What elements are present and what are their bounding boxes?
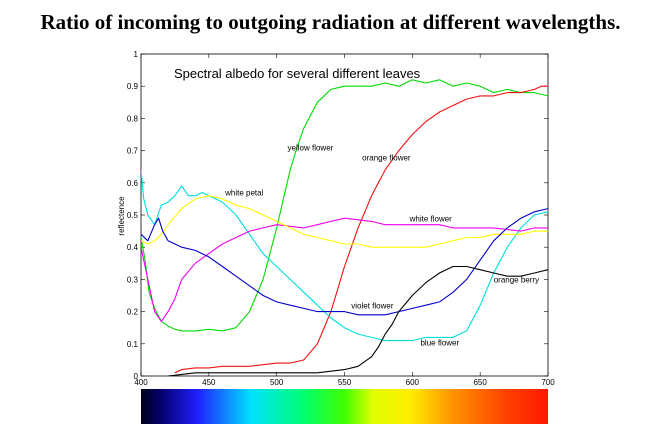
y-axis-label: reflectence	[117, 196, 126, 236]
y-tick-label: 0.1	[127, 340, 139, 349]
annotation-label: white flower	[409, 214, 453, 223]
y-tick-label: 0.3	[127, 275, 139, 284]
x-tick-label: 500	[270, 378, 284, 387]
plot-frame	[140, 53, 549, 377]
series-line-white-petal	[141, 169, 548, 342]
y-tick-label: 0.6	[127, 179, 139, 188]
series-line-yellow-flower	[141, 79, 548, 332]
spectrum-color-bar	[141, 389, 548, 424]
annotation-label: orange berry	[494, 276, 539, 285]
x-tick-label: 600	[406, 378, 420, 387]
chart-title: Spectral albedo for several different le…	[174, 66, 421, 81]
page-heading: Ratio of incoming to outgoing radiation …	[40, 10, 621, 34]
series-line-white-petal-yellow-line-	[141, 195, 548, 248]
y-tick-label: 0	[134, 372, 139, 381]
x-tick-label: 700	[541, 378, 555, 387]
y-tick-label: 1	[134, 50, 139, 59]
y-tick-label: 0.4	[127, 243, 139, 252]
series-line-violet-flower	[141, 208, 548, 316]
x-tick-label: 650	[473, 378, 487, 387]
annotation-label: orange flower	[362, 153, 411, 162]
y-tick-label: 0.8	[127, 114, 139, 123]
annotation-label: yellow flower	[288, 144, 334, 153]
x-tick-label: 550	[338, 378, 352, 387]
annotation-label: blue flower	[420, 338, 459, 347]
y-tick-label: 0.5	[127, 211, 139, 220]
y-tick-label: 0.2	[127, 308, 139, 317]
series-line-orange-berry	[168, 265, 548, 376]
annotation-label: violet flower	[351, 301, 394, 310]
series-line-white-flower	[141, 217, 548, 322]
annotation-label: white petal	[224, 189, 263, 198]
x-tick-label: 450	[202, 378, 216, 387]
y-tick-label: 0.7	[127, 147, 139, 156]
y-tick-label: 0.9	[127, 82, 139, 91]
x-tick-label: 400	[134, 378, 148, 387]
